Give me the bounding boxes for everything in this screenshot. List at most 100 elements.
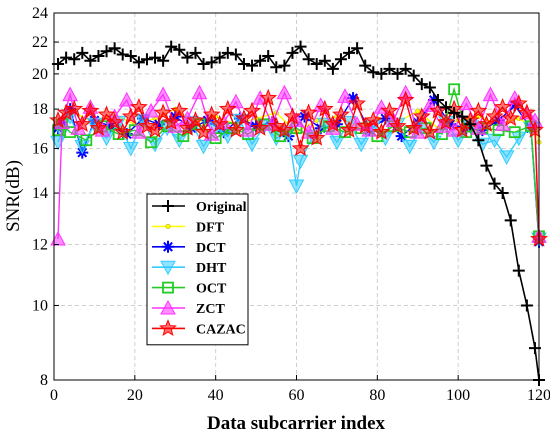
data-point-oct (80, 134, 93, 147)
legend-marker-dct (162, 240, 174, 253)
data-point-original (504, 214, 517, 227)
data-point-original (318, 54, 331, 67)
legend-marker-dft (165, 223, 171, 229)
data-point-original (76, 46, 89, 59)
data-point-original (108, 42, 121, 55)
data-point-cazac (315, 99, 334, 117)
data-point-dft (415, 108, 421, 114)
legend-label-zct: ZCT (196, 302, 225, 317)
data-point-original (68, 53, 81, 66)
data-point-original (149, 51, 162, 64)
legend-label-dft: DFT (196, 220, 225, 235)
data-point-cazac (81, 101, 100, 119)
data-point-original (278, 59, 291, 72)
x-tick-label: 80 (369, 387, 385, 404)
data-point-original (480, 159, 493, 172)
data-point-cazac (146, 120, 164, 138)
data-point-cazac (299, 103, 318, 121)
y-tick-label: 24 (32, 5, 48, 22)
data-point-cazac (259, 88, 278, 106)
data-point-original (488, 177, 501, 190)
data-point-original (116, 48, 129, 61)
data-point-original (496, 187, 509, 200)
data-point-cazac (251, 118, 269, 136)
data-point-original (294, 40, 307, 53)
data-point-cazac (396, 90, 415, 108)
data-point-cazac (404, 118, 423, 136)
x-tick-label: 100 (446, 387, 470, 404)
data-point-dct (347, 92, 360, 105)
data-point-cazac (485, 107, 504, 125)
data-point-original (140, 53, 153, 66)
y-axis-label: SNR(dB) (3, 160, 24, 232)
data-point-cazac (437, 113, 455, 130)
data-point-original (367, 66, 380, 79)
data-point-original (254, 54, 267, 67)
data-point-cazac (493, 97, 512, 115)
x-axis-label: Data subcarrier index (207, 413, 386, 434)
data-point-original (472, 134, 485, 147)
data-point-cazac (388, 116, 407, 134)
legend-marker-dht (160, 260, 176, 276)
data-point-original (197, 58, 210, 71)
data-point-original (456, 110, 469, 123)
data-point-cazac (202, 105, 221, 123)
data-point-original (383, 62, 396, 75)
data-point-original (173, 43, 186, 56)
data-point-original (520, 299, 533, 312)
y-tick-label: 10 (32, 297, 48, 314)
data-point-cazac (65, 99, 84, 117)
series-original (52, 40, 545, 386)
data-point-zct (228, 93, 244, 109)
legend-box (146, 193, 249, 346)
grid (54, 13, 539, 380)
data-point-original (351, 42, 364, 55)
data-point-dht (401, 139, 418, 155)
legend-label-oct: OCT (196, 282, 227, 297)
series-layer (49, 40, 548, 386)
data-point-zct (482, 86, 499, 102)
legend-label-dct: DCT (196, 241, 226, 256)
data-point-dht (292, 154, 309, 170)
data-point-original (221, 46, 234, 59)
data-point-dht (486, 133, 503, 149)
data-point-dht (74, 139, 91, 155)
data-point-cazac (186, 111, 205, 129)
data-point-dht (498, 150, 515, 165)
data-point-cazac (113, 122, 132, 140)
data-point-original (334, 53, 347, 66)
data-point-dht (353, 137, 370, 153)
data-point-original (100, 45, 113, 58)
legend-marker-zct (160, 299, 176, 315)
y-tick-label: 18 (32, 101, 48, 118)
data-point-cazac (267, 116, 286, 134)
data-point-zct (337, 88, 353, 103)
data-point-cazac (469, 101, 488, 119)
data-point-dct (395, 130, 408, 143)
data-point-oct (145, 136, 157, 149)
data-point-cazac (421, 122, 439, 140)
data-point-zct (62, 86, 79, 102)
data-point-cazac (121, 107, 140, 125)
data-point-cazac (372, 122, 391, 140)
data-point-cazac (162, 113, 181, 130)
data-point-oct (448, 83, 461, 96)
data-point-original (237, 58, 250, 71)
legend: Original DFT DCT DHT OCT ZCT CAZAC (146, 193, 249, 346)
data-point-original (286, 46, 299, 59)
data-point-zct (118, 91, 135, 107)
data-point-cazac (73, 114, 92, 132)
data-point-original (440, 101, 453, 114)
data-point-cazac (210, 114, 229, 132)
data-point-cazac (283, 107, 302, 125)
legend-label-cazac: CAZAC (196, 322, 246, 337)
data-point-cazac (105, 113, 124, 130)
data-point-cazac (138, 116, 156, 134)
data-point-cazac (526, 120, 544, 138)
data-point-original (375, 67, 388, 80)
data-point-dht (147, 137, 163, 153)
data-point-dht (244, 137, 260, 153)
data-point-original (343, 46, 356, 59)
data-point-cazac (275, 120, 294, 138)
data-point-cazac (89, 118, 108, 136)
